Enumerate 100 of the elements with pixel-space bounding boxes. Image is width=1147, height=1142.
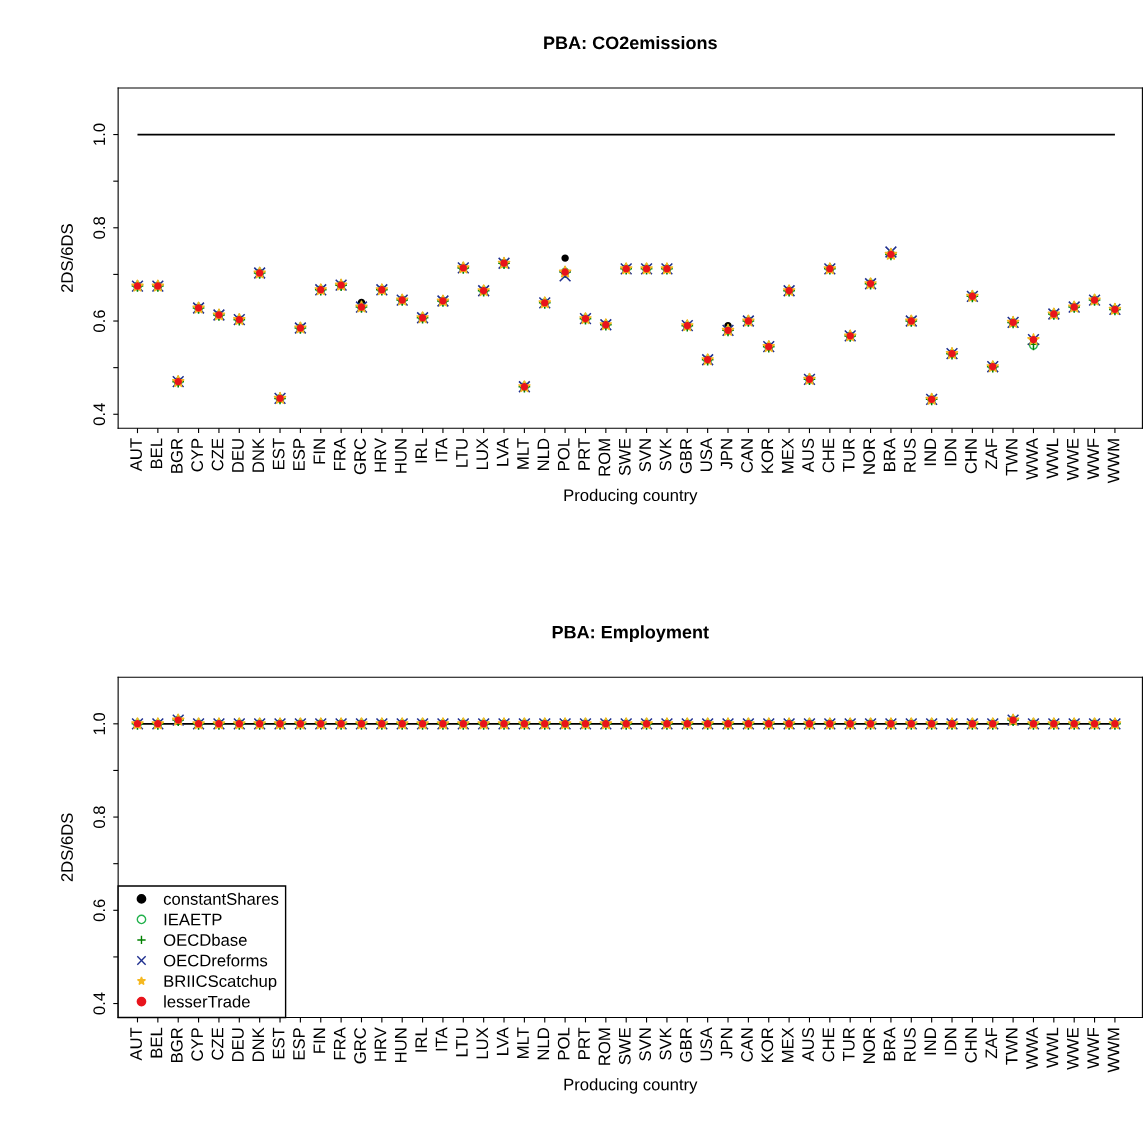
x-tick-label: HRV (374, 438, 387, 472)
x-tick-label: USA (700, 438, 713, 471)
x-tick-label: CYP (191, 1028, 204, 1061)
y-tick-label: 0.6 (93, 899, 106, 922)
x-tick-label: ITA (435, 438, 448, 462)
x-tick-label: JPN (720, 439, 733, 470)
x-axis-title: Producing country (564, 488, 698, 505)
x-tick-label: CYP (191, 438, 204, 472)
x-tick-label: BRA (883, 1027, 896, 1061)
x-tick-label: BGR (170, 1028, 183, 1062)
x-tick-label: DEU (232, 1028, 244, 1062)
x-tick-label: CHE (822, 438, 835, 473)
x-tick-label: ZAF (985, 438, 998, 469)
x-tick-label: DEU (232, 439, 244, 472)
x-tick-label: FIN (313, 1028, 326, 1053)
x-tick-label: TUR (843, 1028, 855, 1062)
x-tick-label: ROM (598, 439, 611, 476)
x-tick-label: WWA (1026, 1027, 1038, 1070)
x-tick-label: WWF (1087, 1027, 1099, 1069)
x-tick-label: KOR (761, 1028, 774, 1062)
y-axis-title: 2DS/6DS (60, 813, 73, 882)
x-tick-label: NLD (537, 438, 550, 470)
x-tick-label: SVK (659, 438, 672, 471)
x-tick-label: CHN (965, 439, 977, 474)
x-tick-label: GBR (679, 438, 692, 474)
x-tick-label: ROM (598, 1028, 611, 1065)
x-tick-label: BRA (883, 438, 896, 471)
x-tick-label: CHE (822, 1027, 835, 1062)
x-tick-label: IRL (415, 1027, 427, 1052)
x-tick-label: WWL (1046, 438, 1059, 479)
x-tick-label: LVA (496, 438, 509, 466)
x-tick-label: SWE (618, 438, 631, 476)
x-tick-label: WWE (1067, 438, 1079, 481)
x-tick-label: AUS (802, 1028, 814, 1062)
x-tick-label: ESP (293, 1028, 305, 1060)
x-tick-label: EST (272, 438, 285, 470)
x-tick-label: LVA (496, 1027, 509, 1055)
x-tick-label: AUT (130, 1027, 142, 1061)
x-tick-label: MEX (781, 438, 794, 473)
x-tick-label: LUX (476, 1027, 489, 1059)
x-tick-label: PRT (578, 1027, 590, 1059)
x-tick-label: JPN (720, 1028, 733, 1059)
x-tick-label: DNK (252, 1027, 264, 1062)
x-tick-label: DNK (252, 438, 264, 472)
x-tick-label: PRT (578, 438, 590, 470)
x-tick-label: CHN (965, 1028, 977, 1063)
x-tick-label: FRA (333, 438, 346, 470)
x-tick-label: TWN (1005, 1028, 1018, 1065)
y-tick-label: 0.8 (93, 216, 106, 239)
x-tick-label: FRA (333, 1027, 346, 1060)
x-tick-label: ITA (435, 1027, 448, 1051)
x-tick-label: KOR (761, 438, 774, 473)
x-tick-label: BEL (150, 1027, 163, 1058)
chart-title: PBA: Employment (552, 625, 709, 643)
x-tick-label: IND (924, 1028, 936, 1055)
x-tick-label: NLD (537, 1028, 550, 1060)
x-tick-label: BEL (150, 438, 163, 469)
x-tick-label: TWN (1005, 439, 1018, 476)
x-tick-label: WWF (1087, 438, 1099, 480)
x-tick-label: ESP (293, 438, 305, 470)
x-tick-label: NOR (863, 438, 876, 474)
legend-label: BRIICScatchup (164, 974, 277, 991)
legend-label: OECDreforms (163, 954, 268, 967)
x-tick-label: LUX (476, 438, 489, 470)
x-tick-label: LTU (456, 1028, 468, 1057)
x-tick-label: GBR (679, 1028, 692, 1063)
x-tick-label: IDN (944, 1028, 957, 1055)
x-tick-label: AUS (802, 438, 814, 473)
x-tick-label: WWM (1107, 439, 1120, 484)
x-tick-label: SVN (639, 439, 652, 472)
x-tick-label: RUS (903, 1028, 916, 1062)
x-tick-label: CAN (741, 1028, 753, 1062)
x-tick-label: IDN (944, 439, 957, 466)
x-tick-label: RUS (903, 438, 916, 472)
x-tick-label: POL (557, 438, 570, 470)
x-tick-label: HUN (395, 439, 407, 473)
y-axis-title: 2DS/6DS (60, 224, 73, 292)
y-tick-label: 1.0 (93, 123, 106, 145)
x-tick-label: SVN (639, 1028, 652, 1061)
legend-label: OECDbase (163, 933, 247, 946)
x-tick-label: LTU (456, 439, 468, 467)
x-tick-label: NOR (863, 1028, 876, 1063)
chart-title: PBA: CO2emissions (544, 35, 717, 50)
y-tick-label: 0.4 (93, 992, 106, 1015)
x-tick-label: MLT (517, 438, 529, 469)
x-tick-label: HRV (374, 1027, 387, 1061)
y-tick-label: 1.0 (93, 712, 106, 735)
legend-label: lesserTrade (164, 995, 250, 1008)
x-tick-label: HUN (395, 1028, 407, 1062)
legend-label: constantShares (163, 892, 279, 905)
x-tick-label: WWM (1107, 1028, 1120, 1073)
x-tick-label: CAN (741, 439, 753, 473)
x-tick-label: USA (700, 1027, 713, 1061)
x-tick-label: GRC (354, 438, 366, 475)
y-tick-label: 0.4 (93, 403, 106, 426)
x-tick-label: GRC (354, 1027, 366, 1064)
x-tick-label: IND (924, 438, 936, 466)
x-tick-label: EST (272, 1027, 285, 1059)
x-tick-label: SWE (618, 1027, 631, 1065)
x-tick-label: CZE (211, 438, 224, 471)
